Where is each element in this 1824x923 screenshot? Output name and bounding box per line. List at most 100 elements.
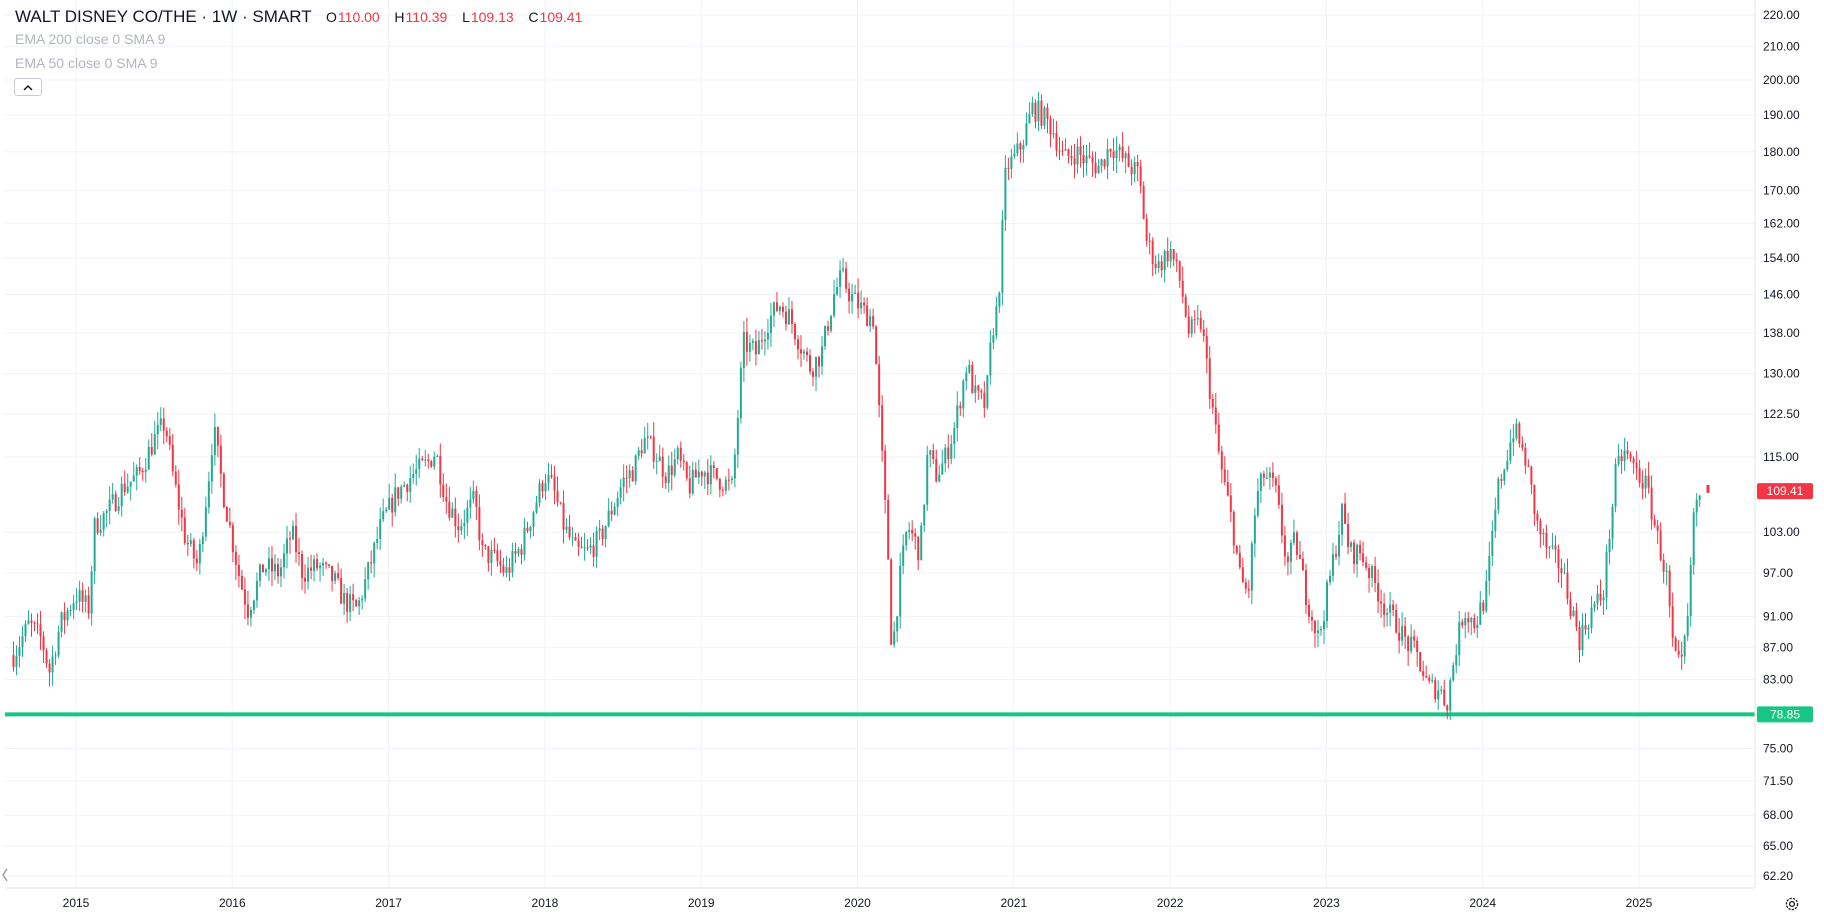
candle — [292, 520, 295, 541]
candle — [1262, 470, 1265, 487]
candle — [1602, 590, 1605, 615]
indicator-ema-50[interactable]: EMA 50 close 0 SMA 9 — [15, 55, 158, 71]
candle — [799, 334, 802, 367]
open-label: O — [326, 9, 337, 25]
candle — [721, 486, 724, 497]
low-label: L — [462, 9, 470, 25]
candle — [1172, 248, 1175, 267]
time-axis[interactable]: 2015 2016 2017 2018 2019 2020 2021 2022 2023 2024… — [5, 887, 1755, 910]
candle — [640, 439, 643, 459]
candle — [1581, 613, 1584, 656]
candle — [105, 509, 108, 528]
candle — [1356, 543, 1359, 578]
candle — [78, 580, 81, 612]
settings-gear-icon[interactable] — [1781, 893, 1803, 915]
price-axis[interactable]: 220.00 210.00 200.00 190.00 180.00 170.00 162.… — [1754, 0, 1813, 888]
candle — [210, 443, 213, 494]
candle — [709, 455, 712, 495]
candle — [286, 525, 289, 569]
candle — [679, 441, 682, 468]
candle — [436, 454, 439, 458]
candle — [610, 501, 613, 521]
candle — [93, 516, 96, 584]
candle — [1160, 255, 1163, 278]
candle — [1569, 591, 1572, 620]
candle — [890, 557, 893, 646]
candle — [736, 409, 739, 468]
candle — [451, 502, 454, 519]
candle — [1037, 91, 1040, 132]
candle — [1118, 143, 1121, 162]
candle — [872, 308, 875, 330]
candle — [932, 443, 935, 465]
candle — [195, 550, 198, 571]
candle — [282, 544, 285, 579]
candle — [373, 541, 376, 578]
candle — [1151, 237, 1154, 277]
candle — [1235, 545, 1238, 555]
candle — [1665, 562, 1668, 586]
candle — [1127, 145, 1130, 168]
candle — [1079, 136, 1082, 168]
candle — [1686, 603, 1689, 642]
candle — [643, 426, 646, 454]
candle — [1001, 210, 1004, 306]
candle — [781, 302, 784, 318]
collapse-legend-button[interactable] — [14, 78, 42, 96]
candle — [1253, 508, 1256, 558]
candle — [60, 611, 63, 638]
indicator-ema-200[interactable]: EMA 200 close 0 SMA 9 — [15, 31, 165, 47]
candle — [1049, 115, 1052, 148]
candle — [508, 558, 511, 581]
candle — [778, 305, 781, 316]
candle — [1283, 525, 1286, 566]
candle — [1443, 679, 1446, 707]
candle — [1329, 569, 1332, 586]
candle — [310, 554, 313, 580]
symbol-title[interactable]: WALT DISNEY CO/THE · 1W · SMART — [15, 7, 312, 26]
candle — [162, 407, 165, 444]
candle — [986, 374, 989, 410]
candle — [1626, 441, 1629, 460]
candle — [289, 531, 292, 554]
candle — [667, 455, 670, 493]
candle — [905, 531, 908, 551]
candle — [1004, 155, 1007, 232]
candle — [1274, 476, 1277, 493]
candle — [517, 546, 520, 557]
candle — [1593, 600, 1596, 612]
candle — [1322, 610, 1325, 645]
candle — [352, 583, 355, 612]
candle — [688, 465, 691, 499]
price-tick-label: 62.20 — [1763, 869, 1793, 883]
time-tick-label: 2016 — [219, 896, 246, 910]
chevron-left-icon[interactable] — [0, 862, 10, 888]
candle — [556, 476, 559, 507]
candle — [706, 459, 709, 496]
candle — [1437, 680, 1440, 710]
price-tick-label: 91.00 — [1763, 610, 1793, 624]
candle — [430, 460, 433, 468]
time-tick-label: 2022 — [1157, 896, 1184, 910]
candle — [884, 444, 887, 514]
candle — [1575, 602, 1578, 632]
candle — [592, 532, 595, 567]
candle — [685, 460, 688, 481]
candle — [123, 470, 126, 496]
candle — [902, 534, 905, 575]
price-badge — [1757, 483, 1813, 500]
candle — [1401, 612, 1404, 646]
candle — [815, 356, 818, 392]
candle — [649, 435, 652, 440]
candle — [328, 564, 331, 568]
candle — [409, 466, 412, 503]
candle — [1458, 610, 1461, 666]
candle — [201, 532, 204, 553]
candle — [559, 501, 562, 505]
candle — [646, 422, 649, 450]
candle — [319, 562, 322, 582]
candle — [703, 470, 706, 489]
candle — [541, 480, 544, 499]
candle — [72, 595, 75, 620]
